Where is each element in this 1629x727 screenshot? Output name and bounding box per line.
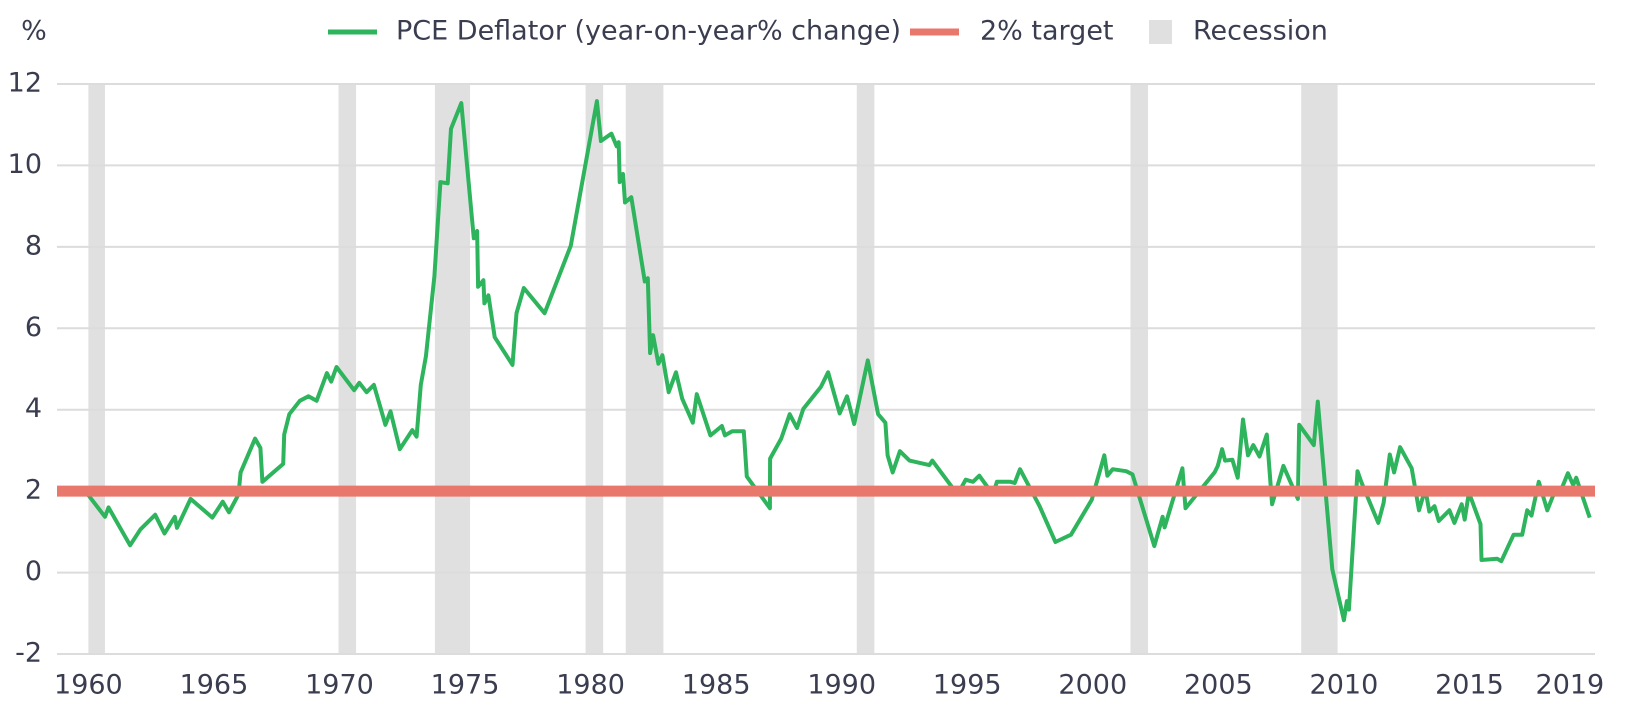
y-tick-label: 12 — [8, 68, 42, 99]
x-tick-label: 2005 — [1184, 670, 1253, 701]
recession-band — [88, 84, 105, 654]
recession-band — [585, 84, 604, 654]
x-tick-label: 2019 — [1536, 670, 1605, 701]
legend: PCE Deflator (year-on-year% change) 2% t… — [328, 16, 1328, 47]
y-tick-label: 8 — [25, 230, 42, 261]
y-tick-label: 2 — [25, 475, 42, 506]
recession-band — [1130, 84, 1149, 654]
recession-band — [338, 84, 357, 654]
x-tick-label: 1995 — [933, 670, 1002, 701]
data-line — [86, 99, 1592, 623]
recession-band — [625, 84, 664, 654]
x-tick-label: 2015 — [1435, 670, 1504, 701]
legend-swatch — [1149, 20, 1172, 44]
legend-label: Recession — [1193, 16, 1328, 47]
x-tick-label: 1990 — [807, 670, 876, 701]
x-tick-label: 1975 — [431, 670, 500, 701]
y-axis-label: % — [21, 16, 47, 47]
x-tick-label: 2010 — [1310, 670, 1379, 701]
y-tick-label: 10 — [8, 149, 42, 180]
recession-band — [434, 84, 471, 654]
y-tick-label: -2 — [15, 638, 42, 669]
x-tick-label: 1965 — [180, 670, 249, 701]
x-tick-label: 1980 — [556, 670, 625, 701]
x-tick-label: 1985 — [682, 670, 751, 701]
x-tick-label: 2000 — [1058, 670, 1127, 701]
legend-label: 2% target — [980, 16, 1114, 47]
y-tick-label: 4 — [25, 393, 42, 424]
x-tick-label: 1960 — [54, 670, 123, 701]
y-tick-label: 6 — [25, 312, 42, 343]
legend-label: PCE Deflator (year-on-year% change) — [396, 16, 901, 47]
y-tick-label: 0 — [25, 556, 42, 587]
x-tick-label: 1970 — [305, 670, 374, 701]
